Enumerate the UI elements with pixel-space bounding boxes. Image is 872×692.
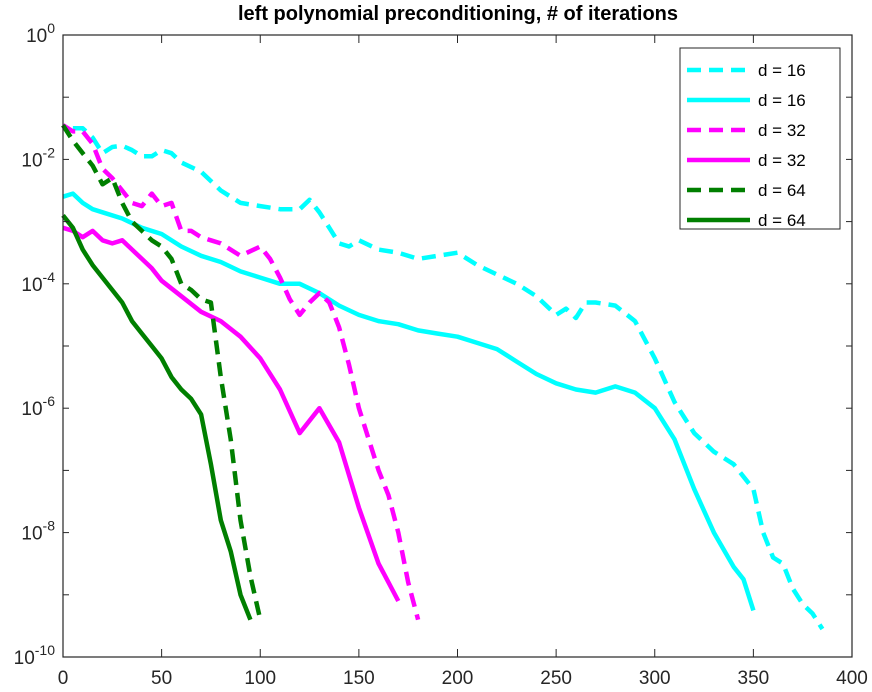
x-tick-label: 150 <box>343 668 375 689</box>
legend-label: d = 64 <box>758 181 806 200</box>
series-line-3 <box>61 123 421 621</box>
legend-label: d = 16 <box>758 61 806 80</box>
x-axis: 0 50 100 150 200 250 300 350 400 <box>58 35 868 689</box>
x-tick-label: 100 <box>244 668 276 689</box>
x-tick-label: 350 <box>738 668 770 689</box>
y-tick-label: 100 <box>26 20 55 47</box>
series-line-1 <box>72 126 825 631</box>
legend-label: d = 32 <box>758 151 806 170</box>
y-tick-label: 10-8 <box>21 518 55 545</box>
y-tick-label: 10-2 <box>21 144 55 171</box>
x-tick-label: 300 <box>639 668 671 689</box>
series-line-2 <box>62 191 756 612</box>
y-tick-label: 10-6 <box>21 393 55 420</box>
series-line-5 <box>61 123 263 621</box>
series-layer <box>61 123 825 631</box>
y-tick-label: 10-4 <box>21 269 55 296</box>
legend-label: d = 16 <box>758 91 806 110</box>
x-tick-label: 200 <box>442 668 474 689</box>
legend-box <box>679 47 841 230</box>
x-tick-label: 50 <box>151 668 172 689</box>
y-tick-label: 10-10 <box>14 642 56 669</box>
legend-items: d = 16 d = 16 d = 32 d = 32 d = 64 d = 64 <box>687 61 806 230</box>
series-line-6 <box>61 213 253 621</box>
series-line-4 <box>62 225 401 603</box>
legend-label: d = 64 <box>758 211 806 230</box>
chart-title: left polynomial preconditioning, # of it… <box>238 3 678 25</box>
legend: d = 16 d = 16 d = 32 d = 32 d = 64 d = 64 <box>679 47 841 230</box>
x-tick-label: 250 <box>540 668 572 689</box>
x-tick-label: 400 <box>836 668 868 689</box>
legend-label: d = 32 <box>758 121 806 140</box>
y-axis: 100 10-2 10-4 10-6 10-8 10-10 <box>14 20 852 669</box>
x-tick-label: 0 <box>58 668 69 689</box>
